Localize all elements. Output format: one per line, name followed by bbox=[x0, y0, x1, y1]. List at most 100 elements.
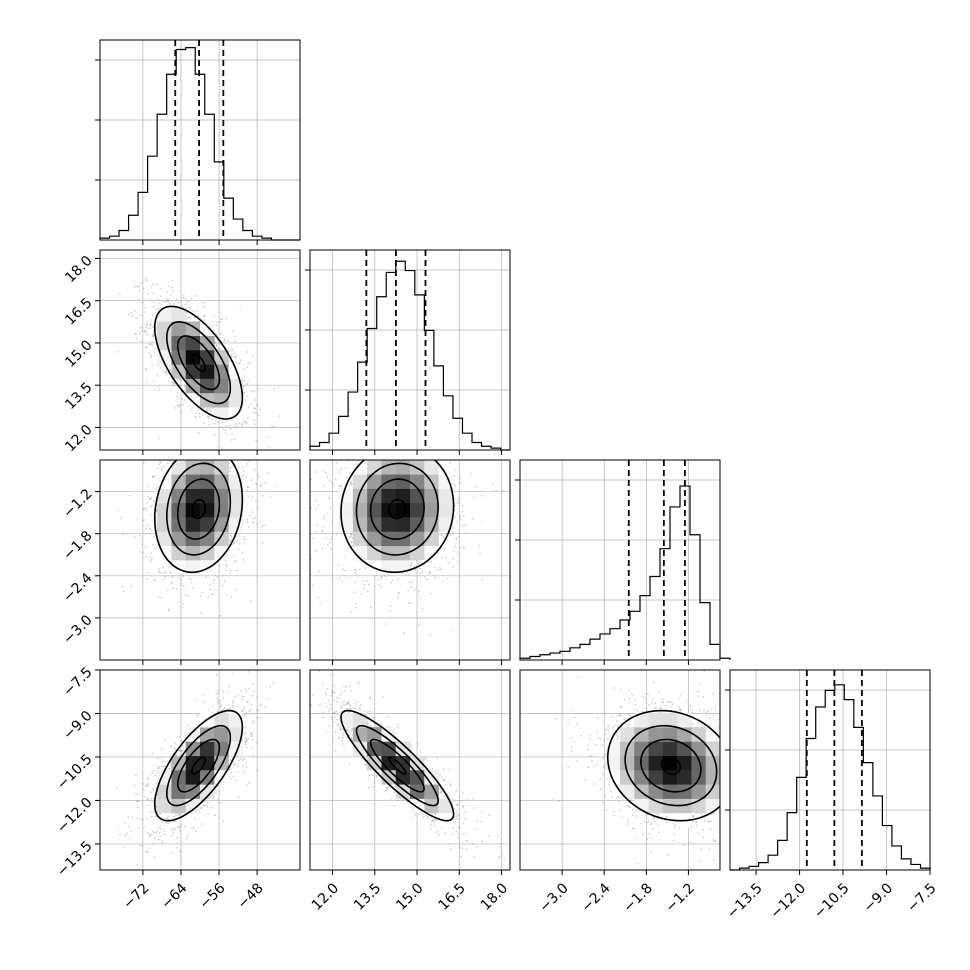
scatter-point bbox=[229, 535, 232, 537]
scatter-point bbox=[355, 602, 358, 605]
scatter-point bbox=[465, 532, 467, 534]
scatter-point bbox=[180, 410, 183, 413]
density-cell bbox=[214, 460, 229, 475]
scatter-point bbox=[134, 536, 136, 538]
scatter-point bbox=[119, 517, 122, 520]
scatter-point bbox=[344, 569, 347, 572]
scatter-point bbox=[192, 826, 195, 829]
scatter-point bbox=[441, 580, 444, 583]
scatter-point bbox=[398, 429, 400, 431]
scatter-point bbox=[179, 582, 182, 585]
scatter-point bbox=[172, 587, 174, 590]
scatter-point bbox=[206, 409, 208, 412]
scatter-point bbox=[144, 277, 147, 280]
scatter-point bbox=[134, 310, 137, 313]
scatter-point bbox=[389, 407, 391, 409]
scatter-point bbox=[355, 569, 357, 572]
scatter-point bbox=[317, 570, 320, 573]
scatter-point bbox=[241, 422, 244, 425]
scatter-point bbox=[219, 348, 222, 351]
scatter-point bbox=[134, 333, 137, 336]
density-cell bbox=[381, 545, 397, 561]
scatter-point bbox=[154, 579, 156, 582]
scatter-point bbox=[147, 571, 150, 574]
scatter-point bbox=[186, 724, 189, 726]
scatter-point bbox=[135, 332, 137, 335]
scatter-point bbox=[150, 298, 153, 301]
scatter-point bbox=[455, 537, 458, 539]
scatter-point bbox=[192, 310, 195, 313]
density-cell bbox=[424, 460, 439, 475]
scatter-point bbox=[225, 564, 228, 566]
scatter-point bbox=[366, 590, 369, 593]
scatter-point bbox=[236, 569, 239, 572]
scatter-point bbox=[233, 353, 236, 355]
scatter-point bbox=[449, 629, 452, 632]
scatter-point bbox=[270, 451, 272, 453]
scatter-point bbox=[463, 524, 466, 526]
scatter-point bbox=[153, 388, 156, 391]
scatter-point bbox=[209, 584, 212, 586]
scatter-point bbox=[138, 289, 141, 292]
scatter-point bbox=[151, 364, 154, 367]
scatter-point bbox=[183, 389, 186, 392]
density-cell bbox=[200, 488, 215, 504]
density-cell bbox=[171, 488, 187, 504]
scatter-point bbox=[393, 431, 395, 433]
density-cell bbox=[157, 307, 172, 322]
scatter-point bbox=[220, 318, 223, 321]
scatter-point bbox=[178, 405, 181, 408]
scatter-point bbox=[449, 461, 451, 464]
scatter-point bbox=[171, 279, 174, 282]
scatter-point bbox=[396, 453, 398, 455]
scatter-point bbox=[214, 452, 216, 454]
density-cell bbox=[171, 560, 187, 575]
scatter-point bbox=[397, 592, 400, 594]
scatter-point bbox=[157, 364, 160, 367]
scatter-point bbox=[220, 450, 222, 452]
density-panel-1-0 bbox=[99, 249, 301, 451]
scatter-point bbox=[215, 333, 218, 336]
scatter-point bbox=[246, 489, 248, 491]
scatter-point bbox=[375, 451, 377, 453]
scatter-point bbox=[470, 472, 473, 475]
scatter-point bbox=[207, 415, 210, 418]
scatter-point bbox=[247, 781, 250, 784]
scatter-point bbox=[379, 437, 381, 439]
scatter-point bbox=[160, 295, 163, 298]
scatter-point bbox=[400, 456, 402, 458]
scatter-point bbox=[209, 588, 212, 591]
scatter-point bbox=[334, 478, 337, 480]
scatter-point bbox=[251, 694, 254, 697]
scatter-point bbox=[171, 289, 174, 292]
scatter-point bbox=[229, 777, 232, 780]
density-cell bbox=[185, 350, 201, 365]
scatter-point bbox=[150, 319, 152, 321]
scatter-point bbox=[145, 577, 148, 580]
scatter-point bbox=[434, 566, 436, 569]
scatter-point bbox=[331, 577, 334, 580]
scatter-point bbox=[174, 452, 176, 454]
scatter-point bbox=[135, 286, 138, 289]
scatter-point bbox=[244, 763, 247, 765]
scatter-point bbox=[206, 407, 209, 410]
scatter-point bbox=[170, 834, 173, 837]
scatter-point bbox=[442, 444, 444, 446]
scatter-point bbox=[169, 293, 171, 296]
scatter-point bbox=[233, 425, 235, 428]
scatter-point bbox=[378, 411, 380, 413]
scatter-point bbox=[267, 436, 270, 438]
scatter-point bbox=[150, 560, 152, 562]
scatter-point bbox=[397, 597, 399, 600]
scatter-point bbox=[167, 817, 169, 820]
scatter-point bbox=[245, 538, 248, 541]
scatter-point bbox=[170, 384, 173, 387]
scatter-point bbox=[421, 607, 424, 610]
contour-line bbox=[177, 478, 221, 540]
scatter-point bbox=[459, 477, 462, 480]
density-cell bbox=[228, 392, 244, 408]
scatter-point bbox=[239, 359, 242, 362]
scatter-point bbox=[142, 519, 145, 522]
scatter-point bbox=[157, 299, 159, 301]
scatter-point bbox=[457, 498, 460, 501]
